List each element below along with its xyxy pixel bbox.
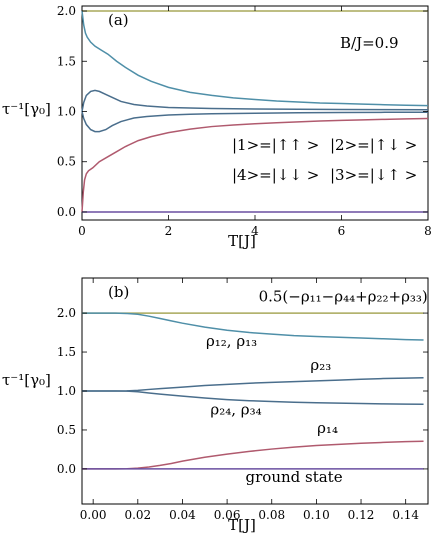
panel-b-xtick-label: 0.08 <box>258 508 285 522</box>
panel-a-ytick-label: 0.5 <box>57 155 76 169</box>
panel-a-series-3 <box>81 111 429 133</box>
panel-b-series-3 <box>82 390 424 405</box>
panel-a-xtick-label: 0 <box>78 224 86 238</box>
legend-state-4: |4>=|↓↓ > <box>232 166 319 184</box>
panel-a-xtick-label: 4 <box>251 224 259 238</box>
panel-b-ytick-label: 0.0 <box>57 462 76 476</box>
panel-a-xtick-label: 6 <box>338 224 346 238</box>
panel-b-ytick-label: 2.0 <box>57 306 76 320</box>
panel-b-xtick-label: 0.12 <box>348 508 375 522</box>
panel-b-xtick-label: 0.04 <box>169 508 196 522</box>
panel-a-ytick-label: 2.0 <box>57 4 76 18</box>
panel-b-series-1 <box>82 312 424 341</box>
panel-b-series-2 <box>82 377 424 392</box>
panel-b-xtick-label: 0.14 <box>392 508 419 522</box>
panel-a-ytick-label: 0.0 <box>57 205 76 219</box>
panel-b-annotation-4: ρ₁₄ <box>317 419 338 437</box>
panel-a-ytick-label: 1.5 <box>57 54 76 68</box>
panel-b-annotations: 0.5(−ρ₁₁−ρ₄₄+ρ₂₂+ρ₃₃) ρ₁₂, ρ₁₃ ρ₂₃ ρ₂₄, ρ₃₄… <box>206 287 428 486</box>
panel-b-ytick-label: 0.5 <box>57 423 76 437</box>
panel-b-ytick-label: 1.0 <box>57 384 76 398</box>
panel-b-xtick-label: 0.10 <box>303 508 330 522</box>
panel-b: 0.00 0.02 0.04 0.06 0.08 0.10 0.12 0.14 0.0 0.5 1.… <box>2 277 429 534</box>
panel-a-curves <box>81 10 429 213</box>
panel-a-xlabel: T[J] <box>228 232 256 250</box>
panel-b-annotation-2: ρ₂₃ <box>310 356 331 374</box>
panel-a: 0 2 4 6 8 0.0 0.5 1.0 1.5 2.0 (a) B/J=0.9 |1>=|↑↑… <box>2 4 432 250</box>
panel-a-series-2 <box>81 89 429 112</box>
panel-a-ytick-label: 1.0 <box>57 104 76 118</box>
panel-b-xlabel: T[J] <box>228 516 256 534</box>
panel-b-annotation-1: ρ₁₂, ρ₁₃ <box>206 332 257 350</box>
panel-b-ylabel: τ⁻¹[γ₀] <box>2 371 51 389</box>
panel-a-xtick-label: 2 <box>165 224 173 238</box>
panel-b-annotation-5: ground state <box>246 468 343 486</box>
panel-b-curves <box>82 312 424 470</box>
panel-b-xtick-label: 0.06 <box>214 508 241 522</box>
panel-b-annotation-3: ρ₂₄, ρ₃₄ <box>210 400 261 418</box>
panel-a-label: (a) <box>108 11 129 29</box>
panel-b-ytick-label: 1.5 <box>57 345 76 359</box>
panel-b-ticks: 0.00 0.02 0.04 0.06 0.08 0.10 0.12 0.14 0.0 0.5 1.… <box>57 278 428 522</box>
panel-a-series-4 <box>81 117 429 213</box>
legend-state-3: |3>=|↓↑ > <box>330 166 417 184</box>
panel-a-parameter: B/J=0.9 <box>340 34 399 52</box>
panel-b-annotation-0: 0.5(−ρ₁₁−ρ₄₄+ρ₂₂+ρ₃₃) <box>259 287 428 305</box>
panel-b-xtick-label: 0.02 <box>124 508 151 522</box>
panel-a-ticks: 0 2 4 6 8 0.0 0.5 1.0 1.5 2.0 <box>57 4 432 238</box>
panel-b-xtick-label: 0.00 <box>80 508 107 522</box>
panel-b-label: (b) <box>108 283 129 301</box>
legend-state-2: |2>=|↑↓ > <box>330 136 417 154</box>
panel-a-series-1 <box>81 10 429 107</box>
legend-state-1: |1>=|↑↑ > <box>232 136 319 154</box>
panel-b-series-4 <box>82 440 424 470</box>
panel-a-xtick-label: 8 <box>424 224 432 238</box>
panel-a-ylabel: τ⁻¹[γ₀] <box>2 100 51 118</box>
